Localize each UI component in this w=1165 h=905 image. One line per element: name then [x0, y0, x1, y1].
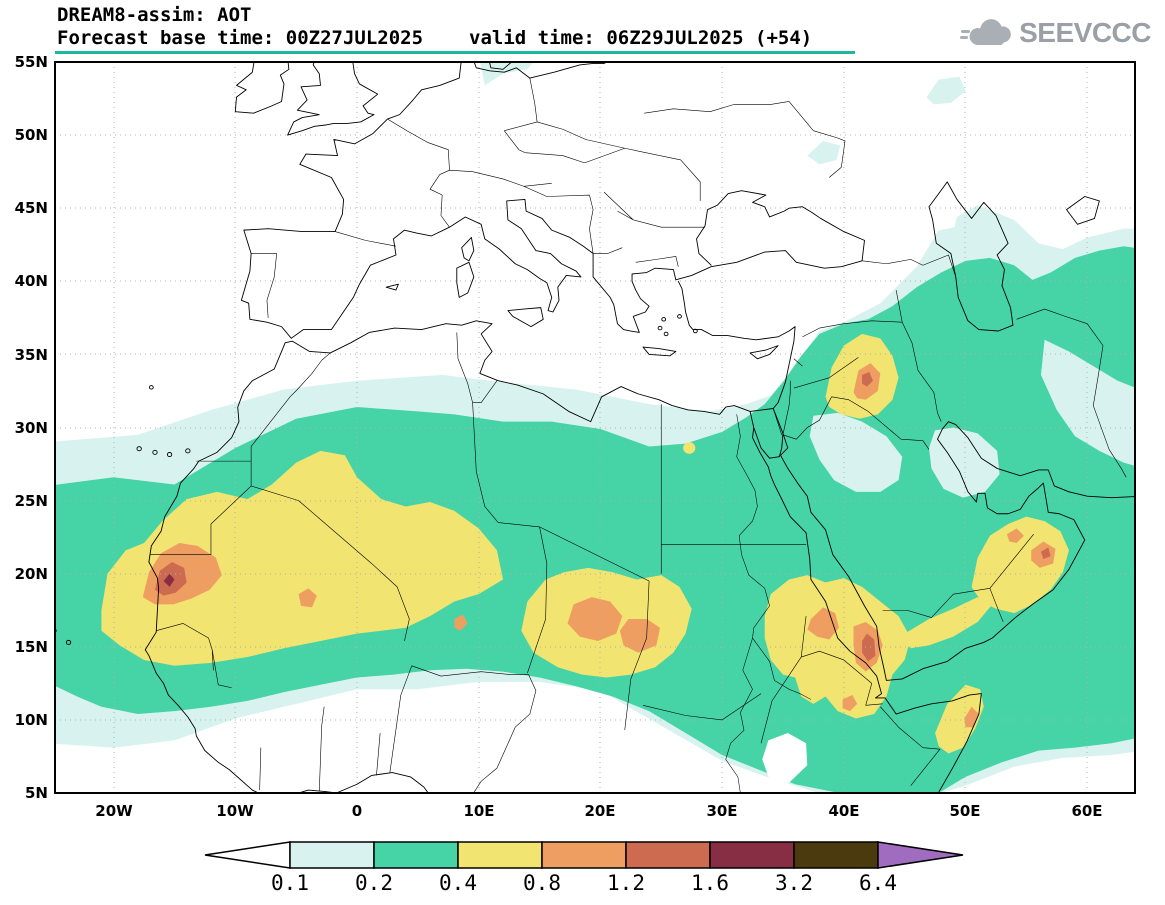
colorbar-label: 6.4: [859, 871, 897, 895]
colorbar-label: 0.2: [355, 871, 393, 895]
mideast-borders: [773, 255, 1126, 622]
contour-cyan-notch-nsaudi: [809, 412, 903, 492]
plot-subtitle: Forecast base time: 00Z27JUL2025 valid ti…: [57, 27, 812, 50]
colorbar-over-arrow: [877, 841, 964, 869]
small-islands: [52, 315, 697, 645]
contour-yellow-searabia: [971, 516, 1069, 614]
lon-tick-label: 60E: [1071, 802, 1102, 820]
cloud-icon: [960, 19, 1011, 45]
lon-tick-label: 20E: [584, 802, 615, 820]
contour-yellow-somalia: [935, 684, 984, 754]
colorbar-segment-3: [457, 841, 543, 869]
lon-axis: 20W 10W 0 10E 20E 30E 40E 50E 60E: [95, 802, 1102, 820]
contour-orange-mali-dot: [298, 588, 317, 608]
lat-tick-label: 40N: [15, 272, 48, 290]
contour-cyan-notch-gulf: [928, 427, 1000, 498]
island-outlines: [386, 58, 778, 359]
contour-orange-uae-dot: [1006, 528, 1024, 543]
contour-red-iraq: [862, 371, 874, 387]
contour-white-hole-ethiopia: [762, 733, 808, 783]
lat-axis: 55N 50N 45N 40N 35N 30N 25N 20N 15N 10N …: [15, 53, 48, 802]
colorbar-segment-2: [373, 841, 459, 869]
plot-frame: [54, 61, 1136, 794]
colorbar-segment-7: [793, 841, 879, 869]
contour-yellow-redsea: [764, 575, 911, 719]
colorbar-label: 0.4: [439, 871, 477, 895]
colorbar-label: 0.8: [523, 871, 561, 895]
lon-tick-label: 10E: [463, 802, 494, 820]
lat-tick-label: 15N: [15, 638, 48, 656]
colorbar-label: 1.2: [607, 871, 645, 895]
colorbar-label: 0.1: [271, 871, 309, 895]
contour-maroon-mauritania: [163, 573, 175, 587]
basemap-lines: [52, 58, 1143, 805]
logo-text: SEEVCCC: [1019, 17, 1151, 48]
lat-tick-label: 45N: [15, 199, 48, 217]
lon-tick-label: 0: [352, 802, 362, 820]
lat-tick-label: 55N: [15, 53, 48, 71]
contour-cyan-notch-seiran: [1040, 339, 1135, 466]
colorbar: 0.1 0.2 0.4 0.8 1.2 1.6 3.2 6.4: [204, 841, 964, 895]
figure-header: DREAM8-assim: AOT Forecast base time: 00…: [57, 4, 812, 50]
contour-cyan-patch-ukraine: [807, 140, 841, 165]
graticule: [55, 62, 1135, 793]
contour-yellow-westafrica: [101, 450, 504, 666]
colorbar-segment-4: [541, 841, 627, 869]
colorbar-under-arrow: [204, 841, 291, 869]
lat-tick-label: 5N: [25, 784, 48, 802]
contour-orange-sudan: [619, 619, 661, 653]
colorbar-label: 3.2: [775, 871, 813, 895]
europe-borders: [251, 78, 845, 318]
colorbar-segment-6: [709, 841, 795, 869]
colorbar-segment-5: [625, 841, 711, 869]
contour-orange-eritrea: [807, 607, 839, 640]
lon-tick-label: 40E: [828, 802, 859, 820]
contour-field: [55, 62, 1135, 793]
plot-title: DREAM8-assim: AOT: [57, 4, 252, 26]
lon-tick-label: 50E: [949, 802, 980, 820]
contour-orange-afar-dot: [842, 695, 858, 712]
contour-red-redsea: [862, 633, 876, 662]
lon-tick-label: 30E: [706, 802, 737, 820]
lat-tick-label: 50N: [15, 126, 48, 144]
lat-tick-label: 35N: [15, 346, 48, 364]
lon-tick-label: 10W: [216, 802, 254, 820]
lat-tick-label: 10N: [15, 711, 48, 729]
contour-yellow-yemen-strip: [902, 597, 993, 649]
lat-tick-label: 25N: [15, 492, 48, 510]
contour-orange-chad: [567, 597, 623, 641]
contour-cyan-patch-russia: [926, 76, 966, 105]
title-underline: [55, 51, 855, 54]
colorbar-label: 1.6: [691, 871, 729, 895]
seevccc-logo: SEEVCCC: [960, 16, 1151, 50]
forecast-base-time: Forecast base time: 00Z27JUL2025: [57, 27, 424, 49]
lon-tick-label: 20W: [95, 802, 133, 820]
contour-white-hole-ne: [920, 202, 959, 232]
lat-tick-label: 30N: [15, 419, 48, 437]
valid-time: valid time: 06Z29JUL2025 (+54): [469, 27, 813, 49]
lat-tick-label: 20N: [15, 565, 48, 583]
nile-river: [726, 414, 811, 793]
contour-orange-niger-dot: [454, 614, 468, 631]
africa-borders: [150, 332, 940, 794]
colorbar-segment-1: [289, 841, 375, 869]
contour-yellow-egypt-dot: [683, 442, 696, 454]
